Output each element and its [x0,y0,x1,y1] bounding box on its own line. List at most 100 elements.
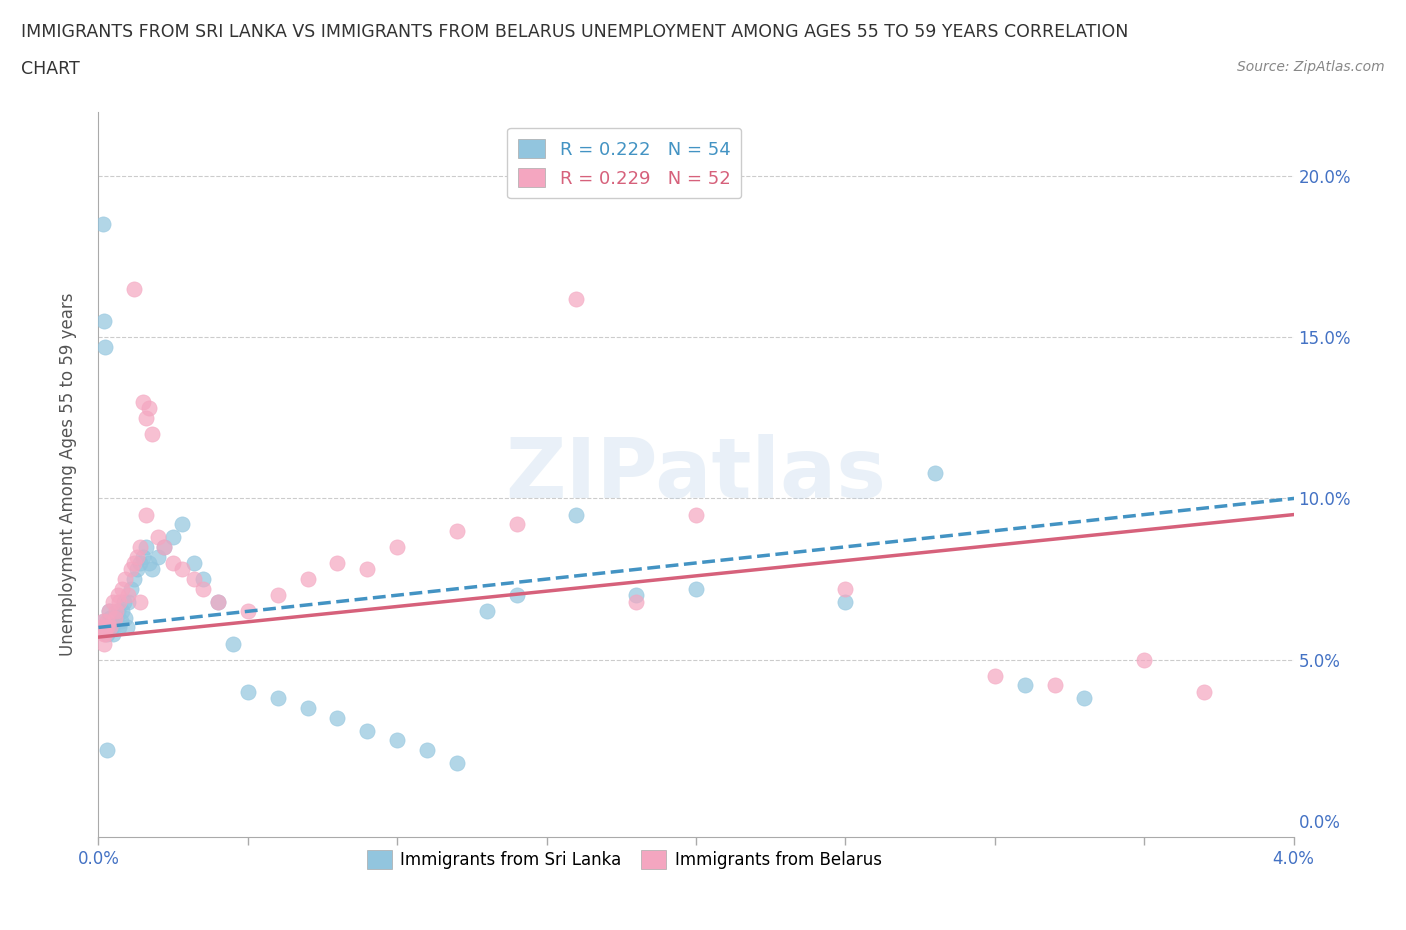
Point [97,604,120,618]
Point [132,394,155,409]
Point [685,581,707,596]
Point [385,733,409,748]
Point [506,517,529,532]
Point [135,539,157,554]
Point [94,620,117,635]
Point [108,620,131,635]
Point [135,410,157,425]
Point [416,742,439,757]
Point [1043,678,1066,693]
Point [96,614,118,629]
Point [103,627,125,642]
Point [236,604,259,618]
Point [115,620,138,635]
Point [153,539,176,554]
Point [105,604,128,618]
Point [96,742,118,757]
Point [148,549,170,564]
Point [110,614,132,629]
Point [97,604,120,618]
Point [93,614,115,629]
Point [108,594,131,609]
Point [162,530,184,545]
Point [565,291,588,306]
Text: IMMIGRANTS FROM SRI LANKA VS IMMIGRANTS FROM BELARUS UNEMPLOYMENT AMONG AGES 55 : IMMIGRANTS FROM SRI LANKA VS IMMIGRANTS … [21,23,1129,41]
Point [117,594,139,609]
Point [124,555,146,570]
Point [1192,684,1215,699]
Point [129,594,152,609]
Point [207,594,229,609]
Point [1014,678,1036,693]
Point [138,401,160,416]
Point [183,572,205,587]
Point [96,620,118,635]
Point [1073,691,1095,706]
Point [191,572,214,587]
Point [112,594,135,609]
Point [127,549,149,564]
Point [326,555,349,570]
Point [104,610,127,625]
Legend: Immigrants from Sri Lanka, Immigrants from Belarus: Immigrants from Sri Lanka, Immigrants fr… [360,844,889,876]
Text: Source: ZipAtlas.com: Source: ZipAtlas.com [1237,60,1385,74]
Point [297,572,319,587]
Point [834,594,856,609]
Point [91,217,114,232]
Point [105,610,128,625]
Point [135,507,157,522]
Point [104,614,127,629]
Point [127,562,149,577]
Point [124,282,146,297]
Point [98,620,122,635]
Point [101,620,124,635]
Point [129,539,152,554]
Point [207,594,229,609]
Point [129,555,152,570]
Point [446,524,468,538]
Point [267,588,290,603]
Point [114,610,136,625]
Point [141,562,163,577]
Point [120,562,142,577]
Point [107,604,129,618]
Point [446,755,468,770]
Point [94,339,117,354]
Point [183,555,205,570]
Point [94,627,117,642]
Point [93,627,115,642]
Point [117,588,139,603]
Point [267,691,290,706]
Point [114,572,136,587]
Point [191,581,214,596]
Point [148,530,170,545]
Point [90,620,112,635]
Y-axis label: Unemployment Among Ages 55 to 59 years: Unemployment Among Ages 55 to 59 years [59,293,77,656]
Point [111,604,134,618]
Point [138,555,160,570]
Point [565,507,588,522]
Point [326,711,349,725]
Point [93,636,115,651]
Point [111,581,134,596]
Point [172,562,194,577]
Point [98,610,122,625]
Text: CHART: CHART [21,60,80,78]
Point [506,588,529,603]
Point [162,555,184,570]
Point [172,517,194,532]
Point [94,620,117,635]
Point [475,604,498,618]
Point [132,549,155,564]
Point [385,539,409,554]
Point [626,594,648,609]
Point [96,627,118,642]
Point [924,465,946,480]
Point [153,539,176,554]
Point [1133,652,1156,667]
Point [124,572,146,587]
Point [141,427,163,442]
Point [297,700,319,715]
Point [107,588,129,603]
Point [356,724,378,738]
